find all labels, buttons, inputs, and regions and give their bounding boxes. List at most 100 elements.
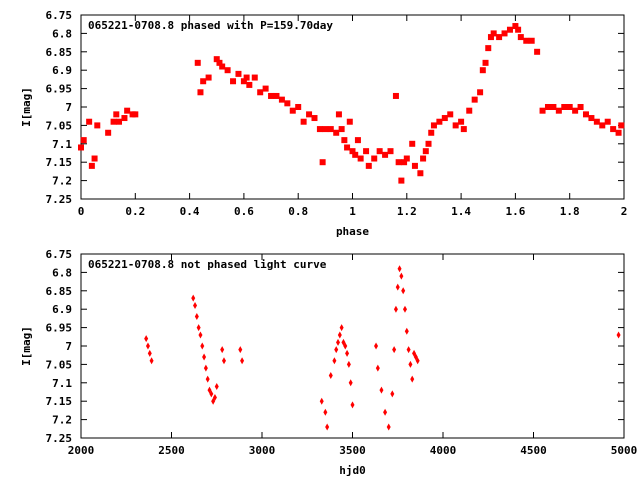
phased-data-point [110,118,117,125]
unphased-y-tick-label: 6.8 [52,266,72,279]
phased-chart-title: 065221-0708.8 phased with P=159.70day [88,19,333,32]
phased-y-tick-label: 7.05 [46,119,73,132]
phased-data-point [561,104,568,110]
phased-data-point [216,59,223,66]
phased-data-point [289,107,296,114]
phased-data-point [230,78,237,85]
phased-data-point [425,140,432,147]
unphased-data-point [390,390,395,398]
unphased-x-axis-label: hjd0 [339,464,366,477]
unphased-data-point [401,287,406,295]
phased-data-point [471,96,478,103]
phased-data-point [116,118,123,125]
phased-y-tick-label: 6.8 [52,27,72,40]
phased-data-point [458,118,465,125]
unphased-data-point [205,375,210,383]
phased-data-point [382,151,389,158]
unphased-data-point [392,346,397,354]
phased-data-point [417,170,424,177]
unphased-data-point [336,338,341,346]
unphased-data-point [348,379,353,387]
unphased-y-tick-label: 7.1 [52,377,72,390]
unphased-data-point [383,408,388,416]
unphased-data-point [328,371,333,379]
phased-y-tick-label: 7 [65,101,72,114]
phased-data-point [588,115,595,122]
phased-x-tick-label: 0.6 [234,205,254,218]
phased-x-tick-label: 0 [78,205,85,218]
phased-axis-ticks [80,14,625,200]
phased-data-point [496,34,503,41]
phased-x-tick-label: 1.4 [451,205,471,218]
unphased-data-point [209,390,214,398]
phased-data-point [411,162,418,169]
unphased-data-point [325,423,330,431]
unphased-x-tick-label: 3000 [249,444,276,457]
phased-data-point [555,107,562,114]
phased-data-point [539,107,546,114]
unphased-data-point [203,364,208,372]
phased-data-point [268,92,275,99]
phased-data-point [365,162,372,169]
phased-data-point [346,118,353,125]
unphased-data-point [144,335,149,343]
phased-data-point [194,59,201,66]
phased-y-axis-label: I[mag] [20,87,33,127]
unphased-data-point [240,357,245,365]
unphased-panel: 2000 2500 3000 3500 4000 4500 5000 6.75 6.8 6.85 6… [20,248,637,477]
unphased-data-point [323,408,328,416]
unphased-data-point [393,305,398,313]
unphased-x-tick-label: 2500 [158,444,185,457]
phased-data-point [322,126,329,133]
phased-data-point [91,155,98,162]
unphased-data-point [404,327,409,335]
phased-data-point [316,126,323,133]
phased-x-tick-label: 0.2 [125,205,145,218]
unphased-data-point [212,394,217,402]
phased-data-point [278,96,285,103]
unphased-data-point [198,331,203,339]
unphased-y-axis-label: I[mag] [20,326,33,366]
unphased-data-point [191,294,196,302]
unphased-x-tick-label: 3500 [339,444,366,457]
phased-panel: 0 0.2 0.4 0.6 0.8 1 1.2 1.4 1.6 1.8 2 6.75 6.8 6.85 6.… [20,9,627,238]
phased-y-tick-label: 6.9 [52,64,72,77]
unphased-data-point [194,313,199,321]
unphased-data-point [221,357,226,365]
phased-data-points [78,23,625,184]
unphased-data-point [346,360,351,368]
phased-data-point [479,67,486,74]
phased-data-point [273,92,280,99]
phased-data-point [460,126,467,133]
phased-data-point [523,37,530,44]
phased-x-tick-label: 0.8 [288,205,308,218]
unphased-data-point [386,423,391,431]
phased-data-point [300,118,307,125]
unphased-x-tick-label: 4500 [520,444,547,457]
unphased-data-point [379,386,384,394]
phased-y-tick-label: 6.85 [46,46,73,59]
phased-data-point [615,129,622,136]
phased-data-point [251,74,258,81]
phased-data-point [430,122,437,129]
phased-data-point [428,129,435,136]
unphased-data-point [343,342,348,350]
unphased-y-tick-label: 7.2 [52,414,72,427]
phased-x-tick-label: 1 [349,205,356,218]
phased-x-axis-label: phase [336,225,369,238]
phased-data-point [243,74,250,81]
phased-y-tick-label: 7.15 [46,156,73,169]
phased-data-point [420,155,427,162]
phased-plot-frame [80,14,625,200]
phased-y-tick-label: 6.95 [46,83,73,96]
phased-data-point [363,148,370,155]
phased-data-point [257,89,264,96]
unphased-y-tick-label: 6.85 [46,285,73,298]
unphased-data-point [220,346,225,354]
phased-data-point [482,59,489,66]
phased-data-point [528,37,535,44]
unphased-data-point [193,302,198,310]
unphased-data-point [238,346,243,354]
phased-data-point [544,104,551,110]
